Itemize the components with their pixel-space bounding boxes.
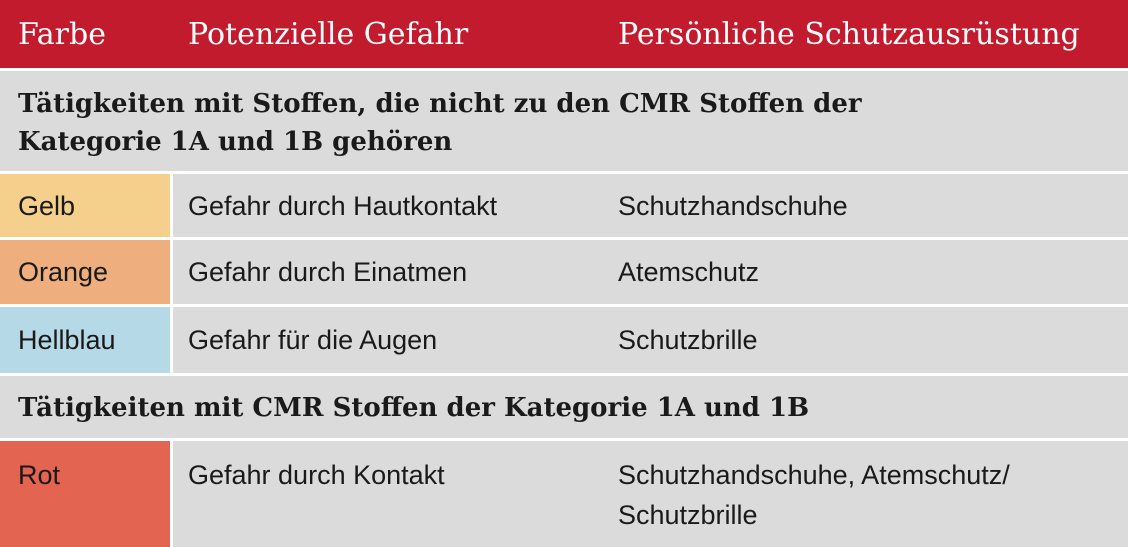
- farbe-cell: Gelb: [18, 191, 76, 221]
- row-body: [173, 240, 1128, 304]
- farbe-cell: Orange: [18, 257, 109, 287]
- farbe-cell: Rot: [18, 460, 61, 490]
- row-body: [173, 307, 1128, 373]
- schutz-cell: Atemschutz: [618, 257, 760, 287]
- gefahr-cell: Gefahr für die Augen: [188, 325, 438, 355]
- section-cmr: Tätigkeiten mit CMR Stoffen der Kategori…: [0, 376, 1128, 438]
- section-non-cmr: Tätigkeiten mit Stoffen, die nicht zu de…: [0, 71, 1128, 171]
- section-title: Tätigkeiten mit Stoffen, die nicht zu de…: [18, 89, 862, 157]
- header-schutzausruestung: Persönliche Schutzausrüstung: [618, 17, 1080, 52]
- table-row: Gelb Gefahr durch Hautkontakt Schutzhand…: [0, 174, 1128, 237]
- schutz-cell: Schutzhandschuhe, Atemschutz/ Schutzbril…: [618, 460, 1010, 530]
- row-body: [173, 441, 1128, 547]
- gefahr-cell: Gefahr durch Kontakt: [188, 460, 445, 490]
- table-row: Orange Gefahr durch Einatmen Atemschutz: [0, 240, 1128, 304]
- header-farbe: Farbe: [18, 17, 106, 52]
- schutz-cell: Schutzbrille: [618, 325, 758, 355]
- schutz-cell: Schutzhandschuhe: [618, 191, 848, 221]
- section-title: Tätigkeiten mit CMR Stoffen der Kategori…: [18, 393, 810, 423]
- gefahr-cell: Gefahr durch Hautkontakt: [188, 191, 498, 221]
- header-potenzielle-gefahr: Potenzielle Gefahr: [188, 17, 469, 52]
- farbe-cell: Hellblau: [18, 325, 116, 355]
- table-row: Rot Gefahr durch Kontakt Schutzhandschuh…: [0, 441, 1128, 547]
- row-body: [173, 174, 1128, 237]
- color-swatch-rot: Rot: [0, 441, 170, 547]
- table-header: Farbe Potenzielle Gefahr Persönliche Sch…: [0, 0, 1128, 68]
- color-swatch-gelb: Gelb: [0, 174, 170, 237]
- table-row: Hellblau Gefahr für die Augen Schutzbril…: [0, 307, 1128, 373]
- color-swatch-orange: Orange: [0, 240, 170, 304]
- gefahr-cell: Gefahr durch Einatmen: [188, 257, 468, 287]
- color-swatch-hellblau: Hellblau: [0, 307, 170, 373]
